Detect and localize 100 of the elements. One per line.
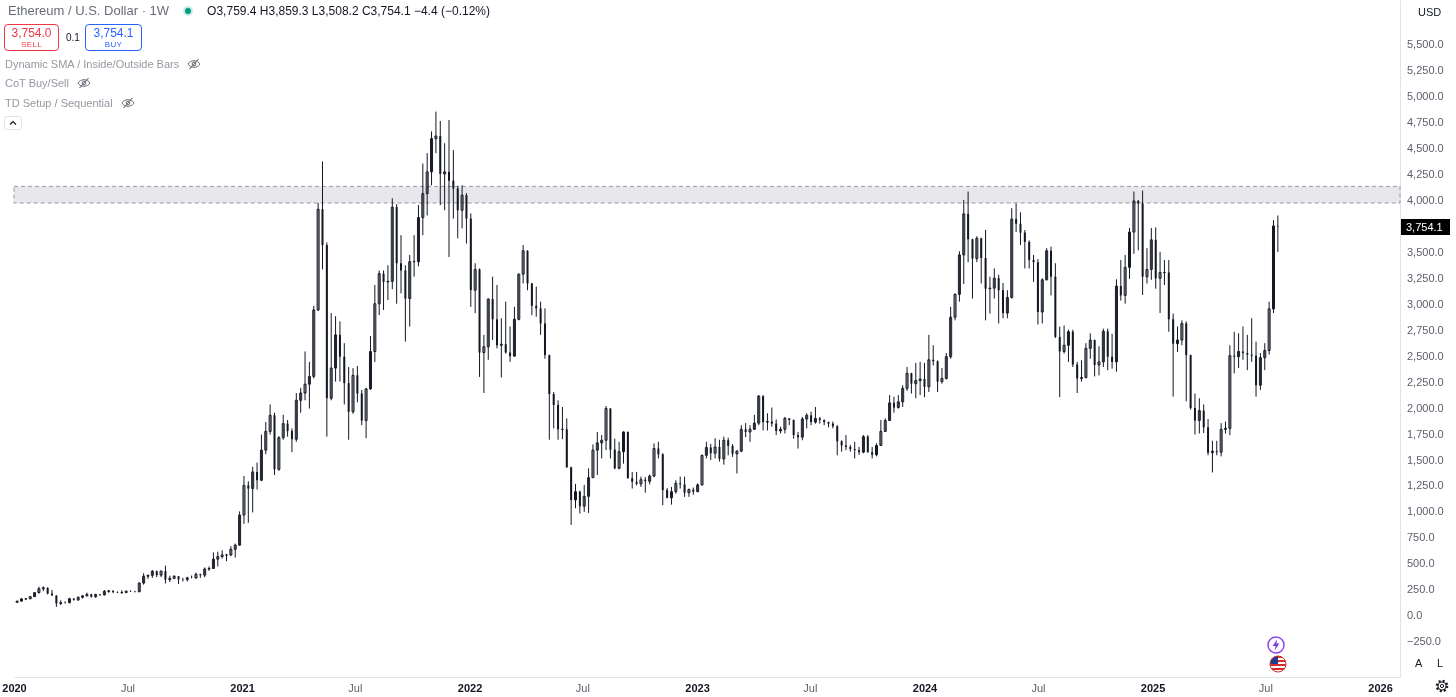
candlestick xyxy=(521,244,525,284)
candlestick xyxy=(770,407,773,428)
candlestick xyxy=(400,234,403,294)
y-tick-label: 4,000.0 xyxy=(1407,193,1444,206)
candlestick xyxy=(495,284,498,349)
candlestick xyxy=(329,312,333,401)
candlestick xyxy=(621,430,625,465)
candlestick xyxy=(914,362,918,399)
candlestick xyxy=(1019,211,1022,246)
candlestick xyxy=(757,394,761,426)
candlestick xyxy=(1237,332,1241,369)
candlestick xyxy=(486,298,490,361)
candlestick xyxy=(1119,259,1122,302)
text: A xyxy=(1415,657,1423,669)
y-tick-label: 500.0 xyxy=(1407,557,1435,570)
candlestick xyxy=(595,431,599,476)
y-tick-label: 250.0 xyxy=(1407,583,1435,596)
candlestick xyxy=(1193,393,1196,436)
candlestick xyxy=(674,479,678,495)
candlestick xyxy=(530,282,533,316)
annotation: CoT Buy/Sell xyxy=(5,77,69,90)
x-tick-label: 2026 xyxy=(1368,681,1393,694)
candlestick xyxy=(997,274,1000,324)
y-tick-label: 5,250.0 xyxy=(1407,64,1444,77)
candlestick xyxy=(1111,333,1114,370)
candlestick xyxy=(1258,352,1262,391)
candlestick xyxy=(1015,203,1018,233)
text: L xyxy=(1437,657,1444,669)
candlestick xyxy=(739,424,743,453)
candlestick xyxy=(1066,329,1070,363)
candlestick xyxy=(980,237,983,284)
candlestick xyxy=(578,490,581,514)
y-tick-label: 2,250.0 xyxy=(1407,375,1444,388)
candlestick xyxy=(390,197,394,290)
candlestick xyxy=(1032,254,1035,283)
y-tick-label: 3,500.0 xyxy=(1407,245,1444,258)
y-tick-label: 1,750.0 xyxy=(1407,427,1444,440)
annotation: BUY xyxy=(104,39,123,49)
candlestick xyxy=(294,392,298,443)
x-tick-label: Jul xyxy=(803,681,818,694)
candlestick xyxy=(504,301,507,355)
candlestick xyxy=(687,488,691,498)
candlestick xyxy=(810,411,813,426)
candlestick xyxy=(800,416,804,441)
x-tick-label: 2025 xyxy=(1140,681,1166,694)
y-tick-label: −250.0 xyxy=(1407,635,1441,648)
candlestick xyxy=(303,350,307,401)
candlestick xyxy=(604,405,608,451)
candlestick xyxy=(220,549,224,560)
candlestick xyxy=(256,462,259,491)
candlestick xyxy=(652,442,656,478)
y-tick-label: 4,250.0 xyxy=(1407,167,1444,180)
y-tick-label: 2,750.0 xyxy=(1407,323,1444,336)
candlestick xyxy=(1241,326,1244,361)
candlestick xyxy=(1002,282,1005,319)
x-tick-label: 2024 xyxy=(912,681,939,694)
y-tick-label: 4,750.0 xyxy=(1407,116,1444,129)
candlestick xyxy=(1246,334,1249,371)
candlestick xyxy=(1202,403,1205,434)
candlestick xyxy=(836,424,839,456)
candlestick xyxy=(574,483,577,509)
candlestick xyxy=(1062,325,1066,355)
candlestick xyxy=(1149,227,1153,281)
x-tick-label: Jul xyxy=(1258,681,1273,694)
candlestick xyxy=(1219,422,1223,457)
annotation: 3,754.1 xyxy=(93,25,134,40)
candlestick xyxy=(1023,229,1026,269)
candlestick xyxy=(259,434,263,482)
y-tick-label: 0.0 xyxy=(1407,609,1423,622)
candlestick xyxy=(251,466,255,513)
candlestick xyxy=(1028,239,1031,269)
candlestick xyxy=(1101,328,1105,368)
candlestick xyxy=(1197,397,1201,435)
candlestick xyxy=(499,317,503,378)
candlestick xyxy=(679,476,682,490)
sell-button: 3,754.0 SELL xyxy=(4,24,59,51)
y-tick-label: 750.0 xyxy=(1407,531,1435,544)
y-tick-label: 2,500.0 xyxy=(1407,349,1444,362)
y-tick-label: 1,000.0 xyxy=(1407,505,1444,518)
candlestick xyxy=(892,396,895,414)
candlestick xyxy=(971,238,974,300)
buy-button: 3,754.1 BUY xyxy=(85,24,142,51)
candlestick xyxy=(539,301,542,336)
chart-subtitle: O3,759.4 H3,859.3 L3,508.2 C3,754.1 −4.4 (−0.12%) xyxy=(207,3,490,18)
y-tick-label: 3,250.0 xyxy=(1407,271,1444,284)
candlestick xyxy=(1076,361,1079,394)
candlestick xyxy=(1176,326,1180,353)
candlestick xyxy=(338,320,341,383)
candlestick xyxy=(146,574,150,580)
candlestick xyxy=(552,391,555,429)
candlestick xyxy=(992,267,996,300)
y-tick-label: 3,000.0 xyxy=(1407,297,1444,310)
candlestick xyxy=(861,434,865,454)
candlestick xyxy=(473,262,477,314)
annotation: Dynamic SMA / Inside/Outside Bars xyxy=(5,58,180,70)
candlestick xyxy=(443,142,447,211)
candlestick xyxy=(713,437,717,459)
candlestick xyxy=(918,361,922,396)
x-tick-label: Jul xyxy=(120,681,135,694)
x-tick-label: 2023 xyxy=(685,681,710,694)
